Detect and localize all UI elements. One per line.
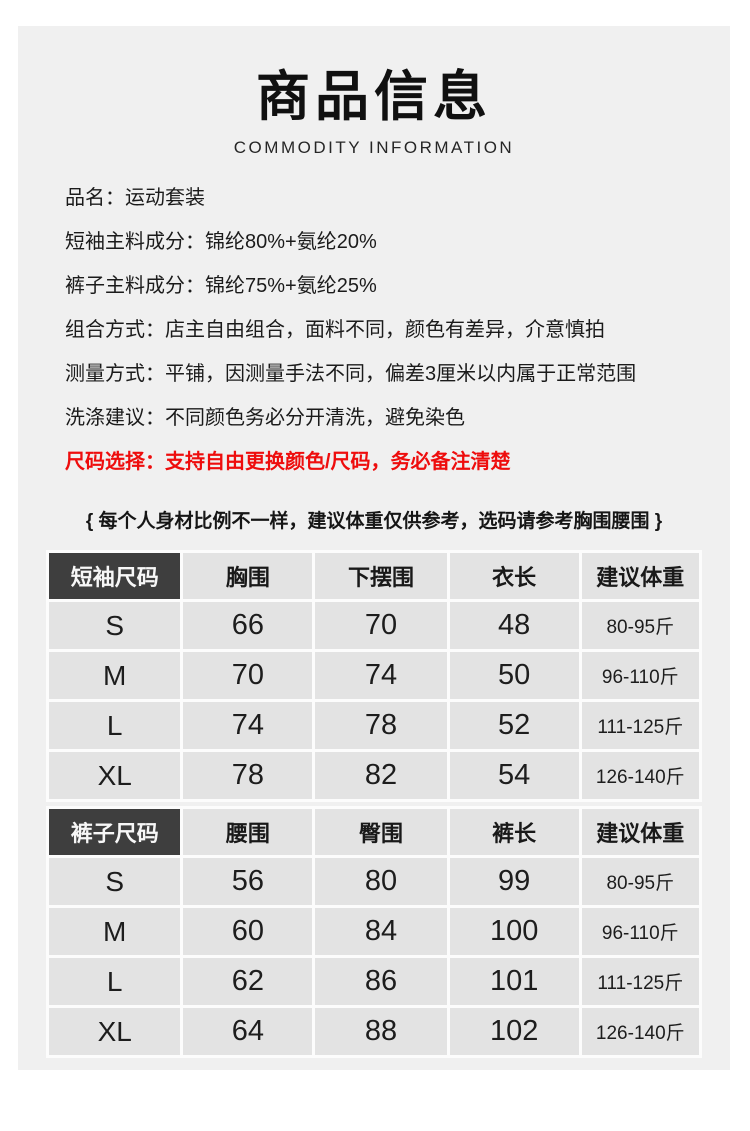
table-header-cell: 臀围 — [315, 809, 447, 855]
table-cell: 86 — [315, 958, 447, 1005]
table-row: XL 78 82 54 126-140斤 — [49, 752, 699, 799]
info-line-product-name: 品名：运动套装 — [65, 187, 205, 209]
size-cell: S — [49, 602, 181, 649]
table-cell: 88 — [315, 1008, 447, 1055]
table-cell: 62 — [183, 958, 313, 1005]
table-header-cell: 短袖尺码 — [49, 553, 181, 599]
table-header-cell: 裤长 — [449, 809, 579, 855]
table-cell: 50 — [449, 652, 579, 699]
weight-cell: 111-125斤 — [581, 958, 699, 1005]
page-subtitle: COMMODITY INFORMATION — [233, 138, 515, 157]
table-cell: 99 — [449, 858, 579, 905]
table-header-cell: 建议体重 — [581, 809, 699, 855]
table-cell: 66 — [183, 602, 313, 649]
table-row: M 60 84 100 96-110斤 — [49, 908, 699, 955]
table-row: L 74 78 52 111-125斤 — [49, 702, 699, 749]
table-cell: 60 — [183, 908, 313, 955]
weight-cell: 126-140斤 — [581, 752, 699, 799]
table-header-cell: 腰围 — [183, 809, 313, 855]
size-cell: XL — [49, 1008, 181, 1055]
size-cell: M — [49, 908, 181, 955]
table-header-row: 裤子尺码 腰围 臀围 裤长 建议体重 — [49, 809, 699, 855]
table-cell: 78 — [315, 702, 447, 749]
info-line-combination: 组合方式：店主自由组合，面料不同，颜色有差异，介意慎拍 — [65, 319, 605, 341]
weight-cell: 96-110斤 — [581, 908, 699, 955]
table-cell: 100 — [449, 908, 579, 955]
size-cell: L — [49, 702, 181, 749]
table-cell: 102 — [449, 1008, 579, 1055]
table-cell: 52 — [449, 702, 579, 749]
table-cell: 64 — [183, 1008, 313, 1055]
table-cell: 82 — [315, 752, 447, 799]
table-cell: 101 — [449, 958, 579, 1005]
table-cell: 80 — [315, 858, 447, 905]
weight-cell: 80-95斤 — [581, 858, 699, 905]
table-cell: 70 — [315, 602, 447, 649]
weight-cell: 80-95斤 — [581, 602, 699, 649]
size-cell: L — [49, 958, 181, 1005]
shirt-size-table: 短袖尺码 胸围 下摆围 衣长 建议体重 S 66 70 48 80-95斤 M … — [46, 550, 702, 802]
table-row: XL 64 88 102 126-140斤 — [49, 1008, 699, 1055]
info-line-measurement: 测量方式：平铺，因测量手法不同，偏差3厘米以内属于正常范围 — [65, 363, 637, 385]
info-line-pants-material: 裤子主料成分：锦纶75%+氨纶25% — [65, 275, 377, 297]
size-cell: M — [49, 652, 181, 699]
info-line-shirt-material: 短袖主料成分：锦纶80%+氨纶20% — [65, 231, 377, 253]
size-selection-notice: 尺码选择：支持自由更换颜色/尺码，务必备注清楚 — [65, 451, 511, 473]
table-cell: 78 — [183, 752, 313, 799]
table-cell: 48 — [449, 602, 579, 649]
table-row: S 66 70 48 80-95斤 — [49, 602, 699, 649]
weight-cell: 126-140斤 — [581, 1008, 699, 1055]
info-line-washing: 洗涤建议：不同颜色务必分开清洗，避免染色 — [65, 407, 465, 429]
table-row: L 62 86 101 111-125斤 — [49, 958, 699, 1005]
table-cell: 54 — [449, 752, 579, 799]
table-cell: 74 — [315, 652, 447, 699]
table-header-cell: 建议体重 — [581, 553, 699, 599]
pants-size-table: 裤子尺码 腰围 臀围 裤长 建议体重 S 56 80 99 80-95斤 M 6… — [46, 806, 702, 1058]
table-cell: 70 — [183, 652, 313, 699]
table-header-cell: 衣长 — [449, 553, 579, 599]
table-header-row: 短袖尺码 胸围 下摆围 衣长 建议体重 — [49, 553, 699, 599]
table-cell: 56 — [183, 858, 313, 905]
table-cell: 84 — [315, 908, 447, 955]
weight-cell: 111-125斤 — [581, 702, 699, 749]
commodity-info-card: 商品信息 COMMODITY INFORMATION 品名：运动套装 短袖主料成… — [18, 26, 730, 1070]
weight-cell: 96-110斤 — [581, 652, 699, 699]
table-header-cell: 裤子尺码 — [49, 809, 181, 855]
product-info-list: 品名：运动套装 短袖主料成分：锦纶80%+氨纶20% 裤子主料成分：锦纶75%+… — [65, 185, 700, 475]
size-cell: XL — [49, 752, 181, 799]
size-reference-note: { 每个人身材比例不一样，建议体重仅供参考，选码请参考胸围腰围 } — [85, 511, 663, 532]
size-cell: S — [49, 858, 181, 905]
table-row: S 56 80 99 80-95斤 — [49, 858, 699, 905]
table-cell: 74 — [183, 702, 313, 749]
table-header-cell: 胸围 — [183, 553, 313, 599]
table-row: M 70 74 50 96-110斤 — [49, 652, 699, 699]
page-title: 商品信息 — [256, 67, 492, 127]
table-header-cell: 下摆围 — [315, 553, 447, 599]
